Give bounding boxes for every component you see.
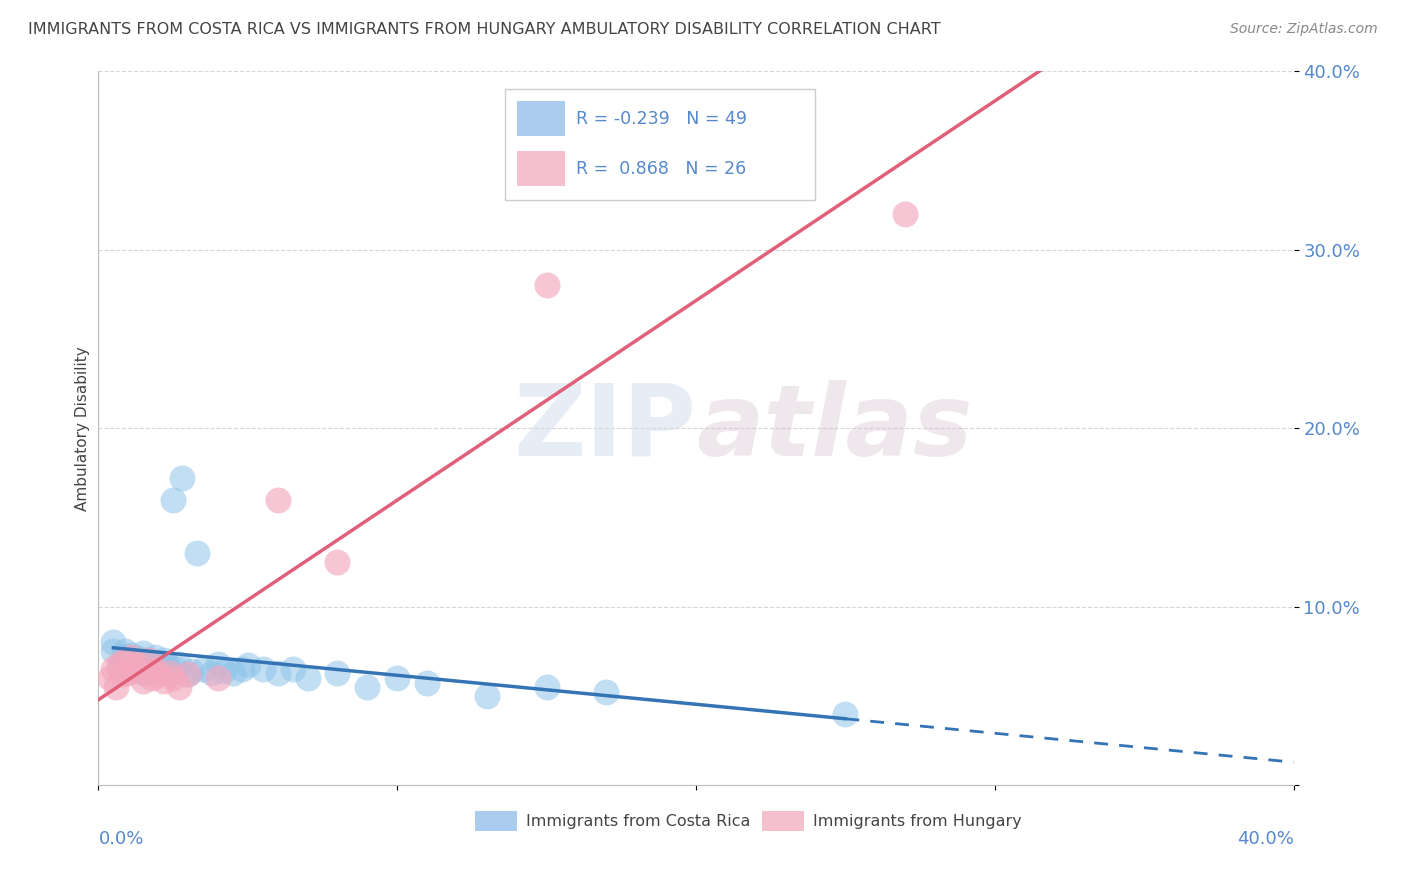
Point bbox=[536, 680, 558, 694]
Point bbox=[894, 207, 917, 221]
Text: R = -0.239   N = 49: R = -0.239 N = 49 bbox=[576, 111, 748, 128]
Point bbox=[120, 648, 142, 662]
Point bbox=[120, 649, 142, 664]
Point bbox=[108, 662, 131, 676]
Text: IMMIGRANTS FROM COSTA RICA VS IMMIGRANTS FROM HUNGARY AMBULATORY DISABILITY CORR: IMMIGRANTS FROM COSTA RICA VS IMMIGRANTS… bbox=[28, 22, 941, 37]
Point bbox=[117, 657, 139, 671]
Point bbox=[252, 662, 274, 676]
Point bbox=[267, 665, 290, 680]
Point bbox=[475, 689, 498, 703]
Point bbox=[159, 665, 181, 680]
Point bbox=[156, 658, 179, 673]
Point bbox=[236, 658, 259, 673]
FancyBboxPatch shape bbox=[517, 152, 565, 186]
Point bbox=[385, 671, 409, 685]
Point bbox=[108, 657, 131, 671]
Point bbox=[231, 662, 253, 676]
Point bbox=[222, 665, 245, 680]
Point bbox=[114, 653, 136, 667]
Point bbox=[135, 665, 157, 680]
Point bbox=[105, 680, 128, 694]
Point bbox=[834, 706, 856, 721]
Point bbox=[212, 664, 235, 678]
Point bbox=[416, 676, 439, 690]
Point bbox=[165, 662, 187, 676]
Point bbox=[207, 671, 229, 685]
Point bbox=[180, 664, 202, 678]
Point bbox=[117, 665, 139, 680]
Point bbox=[153, 664, 176, 678]
Point bbox=[124, 655, 146, 669]
Point bbox=[595, 685, 617, 699]
Point bbox=[297, 671, 319, 685]
Point bbox=[159, 665, 181, 680]
Point bbox=[135, 653, 157, 667]
Point bbox=[281, 662, 304, 676]
Text: R =  0.868   N = 26: R = 0.868 N = 26 bbox=[576, 161, 747, 178]
Point bbox=[141, 657, 163, 671]
Point bbox=[191, 662, 214, 676]
Text: 0.0%: 0.0% bbox=[98, 830, 143, 847]
FancyBboxPatch shape bbox=[762, 812, 804, 831]
Point bbox=[356, 680, 378, 694]
Text: Immigrants from Costa Rica: Immigrants from Costa Rica bbox=[526, 814, 751, 829]
Point bbox=[267, 492, 290, 507]
FancyBboxPatch shape bbox=[475, 812, 517, 831]
Point bbox=[162, 671, 184, 685]
Text: Source: ZipAtlas.com: Source: ZipAtlas.com bbox=[1230, 22, 1378, 37]
Y-axis label: Ambulatory Disability: Ambulatory Disability bbox=[75, 346, 90, 510]
Point bbox=[201, 665, 224, 680]
Text: ZIP: ZIP bbox=[513, 380, 696, 476]
Point bbox=[153, 653, 176, 667]
Point bbox=[150, 657, 173, 671]
Point bbox=[98, 671, 122, 685]
Point bbox=[162, 492, 184, 507]
Point bbox=[103, 644, 125, 658]
Point bbox=[536, 278, 558, 293]
Point bbox=[326, 665, 349, 680]
Point bbox=[172, 471, 194, 485]
Point bbox=[141, 671, 163, 685]
Point bbox=[153, 674, 176, 689]
Point bbox=[186, 546, 208, 560]
Text: atlas: atlas bbox=[696, 380, 973, 476]
Point bbox=[138, 660, 160, 674]
Point bbox=[167, 680, 190, 694]
Point bbox=[138, 653, 160, 667]
Point bbox=[103, 635, 125, 649]
Point bbox=[207, 657, 229, 671]
Point bbox=[177, 667, 200, 681]
FancyBboxPatch shape bbox=[517, 102, 565, 136]
Point bbox=[148, 662, 170, 676]
Point bbox=[111, 653, 134, 667]
Point bbox=[132, 665, 155, 680]
Point bbox=[167, 657, 190, 671]
Point bbox=[117, 649, 139, 664]
Point bbox=[143, 662, 166, 676]
Point bbox=[111, 667, 134, 681]
Text: 40.0%: 40.0% bbox=[1237, 830, 1294, 847]
FancyBboxPatch shape bbox=[505, 89, 815, 200]
Point bbox=[103, 662, 125, 676]
Point bbox=[143, 649, 166, 664]
Point bbox=[127, 657, 149, 671]
Point bbox=[177, 667, 200, 681]
Point bbox=[114, 644, 136, 658]
Point bbox=[132, 674, 155, 689]
Point bbox=[132, 646, 155, 660]
Point bbox=[326, 555, 349, 569]
Text: Immigrants from Hungary: Immigrants from Hungary bbox=[813, 814, 1022, 829]
Point bbox=[148, 667, 170, 681]
Point bbox=[124, 662, 146, 676]
Point bbox=[127, 651, 149, 665]
Point bbox=[129, 658, 152, 673]
